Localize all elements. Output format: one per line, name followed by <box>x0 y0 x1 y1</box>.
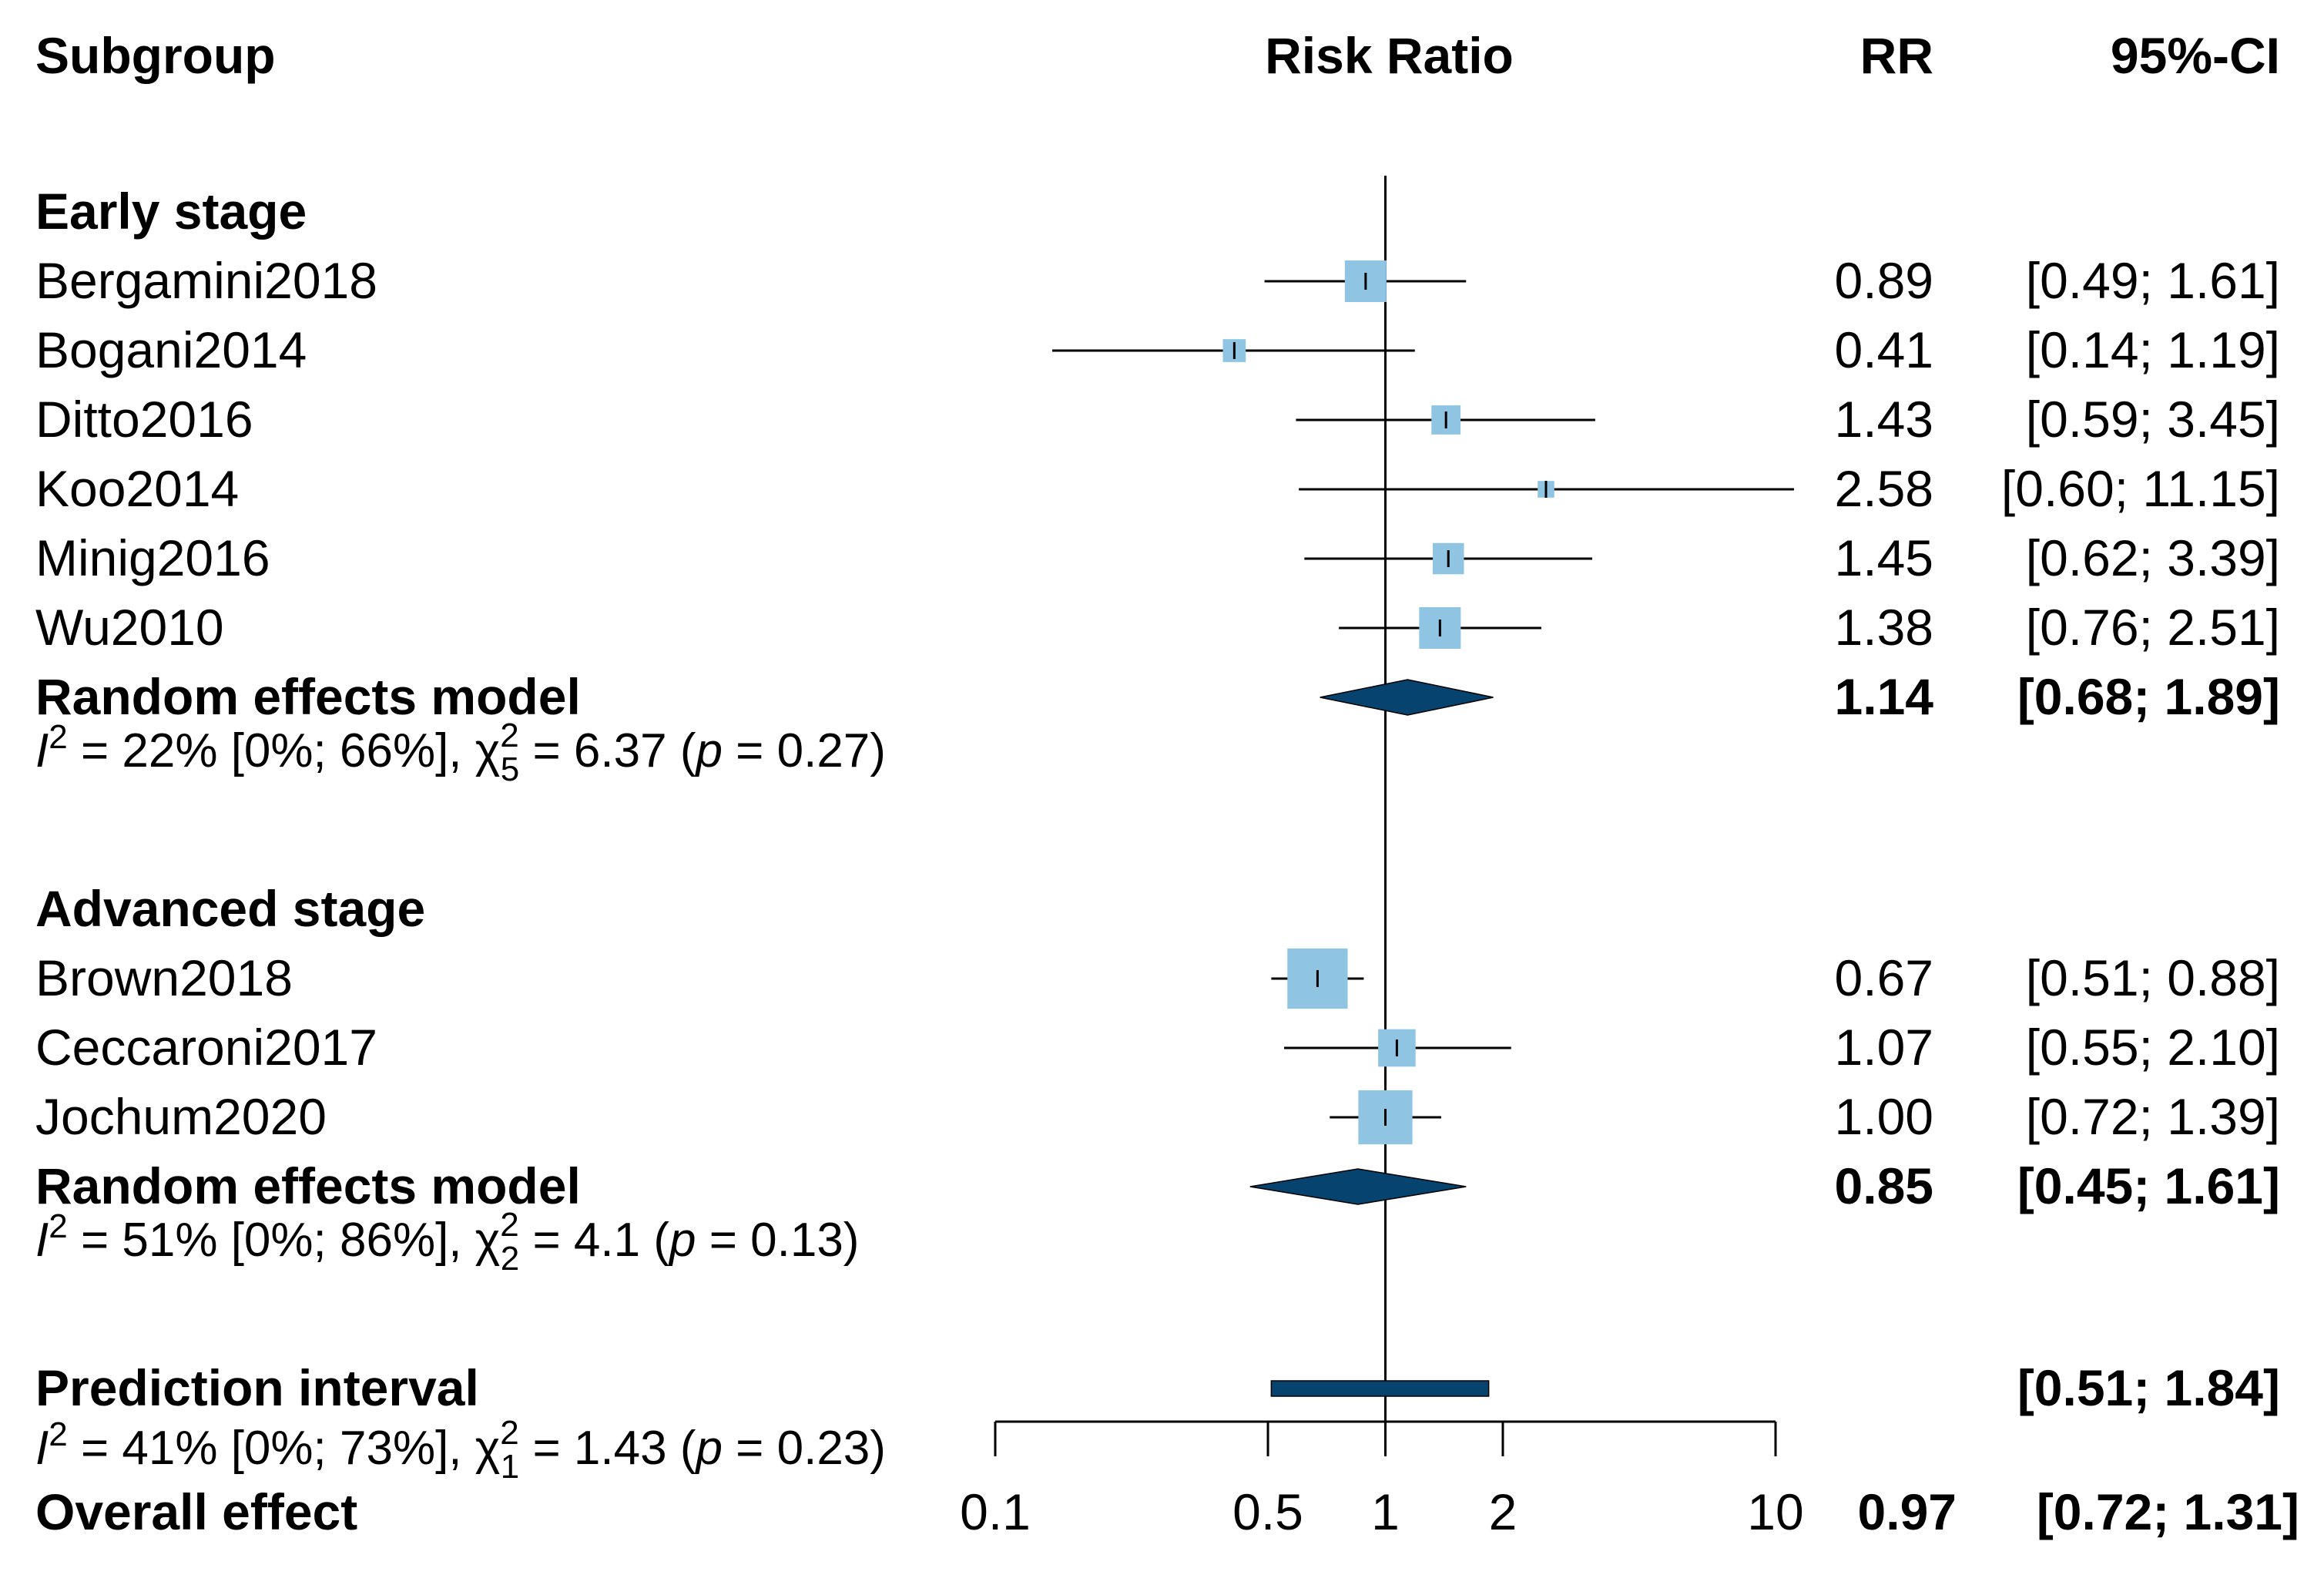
model-ci: [0.45; 1.61] <box>2017 1157 2280 1214</box>
chi2-superscript: 2 <box>500 1206 518 1244</box>
i2-value: = 51% [0%; 86%], χ <box>68 1214 501 1267</box>
group-label: Early stage <box>35 183 307 240</box>
x-tick-label: 2 <box>1489 1483 1517 1540</box>
study-ci: [0.59; 3.45] <box>2026 391 2280 448</box>
chi2-value: = 1.43 ( <box>519 1422 696 1475</box>
study-ci: [0.14; 1.19] <box>2026 321 2280 378</box>
prediction-interval-bar <box>1270 1380 1490 1397</box>
study-name: Ditto2016 <box>35 391 253 448</box>
x-tick-label: 0.1 <box>960 1483 1031 1540</box>
model-label: Random effects model <box>35 1157 581 1214</box>
overall-ci: [0.72; 1.31] <box>2037 1483 2299 1540</box>
i2-symbol: I <box>35 1422 49 1475</box>
i2-symbol: I <box>35 724 49 777</box>
i2-superscript: 2 <box>49 1207 67 1245</box>
study-rr: 2.58 <box>1835 460 1933 517</box>
prediction-interval-label: Prediction interval <box>35 1359 479 1416</box>
i2-superscript: 2 <box>49 1415 67 1453</box>
heterogeneity-stats: I2 = 22% [0%; 66%], χ2 5 = 6.37 (p = 0.27… <box>35 717 886 788</box>
chi2-value: = 4.1 ( <box>519 1214 669 1267</box>
chi2-df: 1 <box>501 1448 519 1486</box>
study-name: Bogani2014 <box>35 321 307 378</box>
study-rr: 1.43 <box>1835 391 1933 448</box>
study-name: Bergamini2018 <box>35 252 377 309</box>
model-rr: 1.14 <box>1835 668 1934 725</box>
study-name: Ceccaroni2017 <box>35 1019 377 1076</box>
chi2-df: 2 <box>501 1240 519 1278</box>
model-ci: [0.68; 1.89] <box>2017 668 2280 725</box>
p-symbol: p <box>694 1422 722 1475</box>
study-name: Koo2014 <box>35 460 239 517</box>
header-subgroup: Subgroup <box>35 27 276 84</box>
group-label: Advanced stage <box>35 880 425 937</box>
x-tick-label: 10 <box>1747 1483 1803 1540</box>
study-ci: [0.62; 3.39] <box>2026 529 2280 586</box>
p-value: = 0.27) <box>723 724 886 777</box>
chi2-value: = 6.37 ( <box>519 724 696 777</box>
study-name: Brown2018 <box>35 949 293 1006</box>
model-diamond <box>1320 679 1494 716</box>
model-diamond <box>1249 1168 1467 1205</box>
header-ci: 95%-CI <box>2111 27 2280 84</box>
chi2-superscript: 2 <box>500 1414 518 1452</box>
p-symbol: p <box>694 724 722 777</box>
x-tick-label: 1 <box>1371 1483 1400 1540</box>
study-ci: [0.51; 0.88] <box>2026 949 2280 1006</box>
study-rr: 0.41 <box>1835 321 1933 378</box>
prediction-interval-ci: [0.51; 1.84] <box>2017 1359 2280 1416</box>
heterogeneity-stats: I2 = 51% [0%; 86%], χ2 2 = 4.1 (p = 0.13) <box>35 1206 859 1278</box>
model-rr: 0.85 <box>1835 1157 1933 1214</box>
study-rr: 1.45 <box>1835 529 1933 586</box>
study-ci: [0.60; 11.15] <box>2001 460 2280 517</box>
study-ci: [0.72; 1.39] <box>2026 1088 2280 1145</box>
overall-effect-label: Overall effect <box>35 1483 357 1540</box>
study-ci: [0.76; 2.51] <box>2026 599 2280 656</box>
study-name: Wu2010 <box>35 599 224 656</box>
study-rr: 1.00 <box>1835 1088 1933 1145</box>
study-rr: 0.89 <box>1835 252 1933 309</box>
study-rr: 0.67 <box>1835 949 1933 1006</box>
study-ci: [0.49; 1.61] <box>2026 252 2280 309</box>
overall-rr: 0.97 <box>1858 1483 1957 1540</box>
p-value: = 0.23) <box>723 1422 886 1475</box>
overall-heterogeneity-stats: I2 = 41% [0%; 73%], χ2 1 = 1.43 (p = 0.23… <box>35 1414 886 1486</box>
study-name: Jochum2020 <box>35 1088 327 1145</box>
header-rr: RR <box>1860 27 1933 84</box>
i2-superscript: 2 <box>49 718 67 756</box>
i2-value: = 41% [0%; 73%], χ <box>68 1422 501 1475</box>
x-tick-label: 0.5 <box>1232 1483 1303 1540</box>
chi2-superscript: 2 <box>500 717 518 754</box>
i2-value: = 22% [0%; 66%], χ <box>68 724 501 777</box>
model-label: Random effects model <box>35 668 581 725</box>
study-rr: 1.38 <box>1835 599 1933 656</box>
p-symbol: p <box>668 1214 696 1267</box>
study-ci: [0.55; 2.10] <box>2026 1019 2280 1076</box>
study-name: Minig2016 <box>35 529 270 586</box>
i2-symbol: I <box>35 1214 49 1267</box>
chi2-df: 5 <box>501 751 519 788</box>
header-risk-ratio: Risk Ratio <box>1265 27 1514 84</box>
p-value: = 0.13) <box>696 1214 859 1267</box>
study-rr: 1.07 <box>1835 1019 1933 1076</box>
